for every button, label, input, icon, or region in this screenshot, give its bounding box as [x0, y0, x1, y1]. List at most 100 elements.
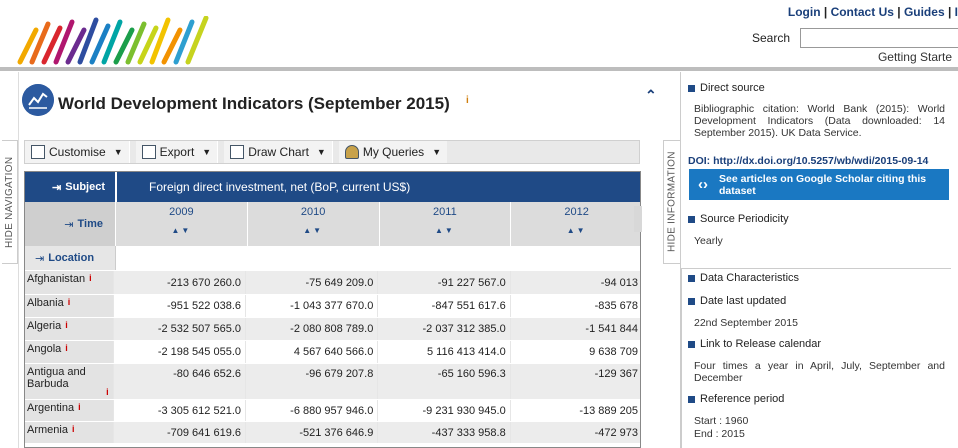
getting-started-link[interactable]: Getting Starte: [877, 50, 952, 64]
info-icon[interactable]: i: [106, 387, 109, 397]
scholar-icon: ‹›: [698, 176, 708, 193]
value-cell: -9 231 930 945.0: [377, 400, 510, 421]
location-label: Location: [48, 252, 95, 264]
table-row: Algeria i -2 532 507 565.0 -2 080 808 789…: [25, 317, 640, 340]
country-cell[interactable]: Antigua and Barbuda i: [25, 364, 113, 399]
doi-link[interactable]: DOI: http://dx.doi.org/10.5257/wb/wdi/20…: [688, 155, 929, 167]
country-cell[interactable]: Argentina i: [25, 400, 113, 421]
my-queries-button[interactable]: My Queries ▼: [338, 141, 448, 163]
release-calendar-value: Four times a year in April, July, Septem…: [694, 360, 945, 384]
draw-chart-label: Draw Chart: [248, 145, 309, 159]
location-header[interactable]: ⇥ Location: [25, 246, 115, 270]
reference-period-toggle[interactable]: Reference period: [688, 393, 784, 405]
more-link[interactable]: I: [954, 5, 958, 19]
data-characteristics-toggle[interactable]: Data Characteristics: [688, 272, 799, 284]
year-column-header[interactable]: 2010 ▲▼: [246, 202, 379, 246]
value-cell: -2 037 312 385.0: [377, 318, 510, 340]
info-icon[interactable]: i: [78, 402, 81, 412]
source-periodicity-label: Source Periodicity: [700, 213, 789, 225]
nav-divider: [18, 72, 19, 448]
direct-source-toggle[interactable]: Direct source: [688, 82, 765, 94]
sort-arrows-icon[interactable]: ▲▼: [171, 226, 192, 235]
data-characteristics-box: [681, 268, 951, 448]
year-header-row: 2009 ▲▼ 2010 ▲▼ 2011 ▲▼ 2012 ▲▼: [115, 202, 640, 246]
year-label: 2011: [433, 206, 457, 218]
country-name: Afghanistan: [27, 273, 86, 285]
time-label: Time: [77, 218, 103, 230]
chevron-down-icon: ▼: [113, 147, 123, 157]
country-name: Albania: [27, 297, 64, 309]
customise-label: Customise: [49, 145, 106, 159]
info-icon[interactable]: i: [65, 320, 68, 330]
country-cell[interactable]: Armenia i: [25, 422, 113, 443]
country-cell[interactable]: Afghanistan i: [25, 271, 113, 294]
info-icon[interactable]: i: [65, 343, 68, 353]
hide-information-label: HIDE INFORMATION: [666, 151, 678, 253]
chevron-down-icon: ▼: [432, 147, 442, 157]
guides-link[interactable]: Guides: [903, 5, 945, 19]
table-toolbar: Customise ▼ Export ▼ Draw Chart ▼ My Que…: [24, 140, 640, 164]
release-calendar-label: Link to Release calendar: [700, 338, 822, 350]
info-icon[interactable]: i: [67, 297, 71, 307]
hide-navigation-tab[interactable]: HIDE NAVIGATION: [2, 140, 18, 264]
reference-period-end: End : 2015: [694, 428, 745, 440]
value-cell: -437 333 958.8: [377, 422, 510, 443]
country-name: Algeria: [27, 320, 62, 332]
sort-arrows-icon[interactable]: ▲▼: [303, 226, 324, 235]
export-button[interactable]: Export ▼: [135, 141, 219, 163]
customise-button[interactable]: Customise ▼: [25, 141, 130, 163]
expand-icon: ⇥: [52, 181, 62, 194]
country-cell[interactable]: Algeria i: [25, 318, 113, 340]
date-last-updated-toggle[interactable]: Date last updated: [688, 295, 786, 307]
info-icon[interactable]: i: [71, 424, 75, 434]
site-logo[interactable]: [16, 16, 216, 66]
my-queries-label: My Queries: [362, 145, 425, 159]
contact-us-link[interactable]: Contact Us: [830, 5, 894, 19]
table-row: Angola i -2 198 545 055.0 4 567 640 566.0…: [25, 340, 640, 363]
table-row: Albania i -951 522 038.6 -1 043 377 670.0…: [25, 294, 640, 317]
value-cell: -80 646 652.6: [112, 364, 245, 399]
sort-arrows-icon[interactable]: ▲▼: [566, 226, 587, 235]
year-column-header[interactable]: 2012 ▲▼: [510, 202, 640, 246]
table-scrollbar[interactable]: [634, 206, 642, 232]
country-cell[interactable]: Albania i: [25, 295, 113, 317]
release-calendar-toggle[interactable]: Link to Release calendar: [688, 338, 821, 350]
time-header[interactable]: ⇥ Time: [25, 202, 115, 246]
year-label: 2012: [564, 206, 589, 218]
collapse-icon: [688, 297, 695, 305]
citation-text: Bibliographic citation: World Bank (2015…: [694, 103, 945, 139]
table-row: Afghanistan i -213 670 260.0 -75 649 209.…: [25, 270, 640, 294]
table-row: Argentina i -3 305 612 521.0 -6 880 957 9…: [25, 399, 640, 421]
info-icon[interactable]: i: [89, 273, 92, 283]
hide-information-tab[interactable]: HIDE INFORMATION: [663, 140, 680, 264]
sort-arrows-icon[interactable]: ▲▼: [434, 226, 455, 235]
subject-value[interactable]: Foreign direct investment, net (BoP, cur…: [115, 172, 640, 202]
subject-header[interactable]: ⇥ Subject: [25, 172, 115, 202]
value-cell: -2 198 545 055.0: [112, 341, 245, 363]
value-cell: -521 376 646.9: [245, 422, 378, 443]
value-cell: -6 880 957 946.0: [245, 400, 378, 421]
value-cell: -2 080 808 789.0: [245, 318, 378, 340]
value-cell: -709 641 619.6: [112, 422, 245, 443]
login-link[interactable]: Login: [787, 5, 821, 19]
country-name: Antigua and Barbuda: [27, 366, 86, 390]
draw-chart-button[interactable]: Draw Chart ▼: [224, 141, 333, 163]
info-divider: [680, 72, 681, 448]
year-column-header[interactable]: 2011 ▲▼: [378, 202, 511, 246]
value-cell: 9 638 709: [509, 341, 640, 363]
google-scholar-button[interactable]: ‹› See articles on Google Scholar citing…: [689, 169, 949, 200]
country-cell[interactable]: Angola i: [25, 341, 113, 363]
reference-period-start: Start : 1960: [694, 415, 749, 427]
chevron-down-icon: ▼: [316, 147, 326, 157]
chart-line-icon: [22, 84, 54, 116]
dataset-title: World Development Indicators (September …: [58, 94, 450, 113]
collapse-chevron-icon[interactable]: ⌃: [645, 87, 657, 103]
source-periodicity-toggle[interactable]: Source Periodicity: [688, 213, 789, 225]
date-last-updated-value: 22nd September 2015: [694, 317, 798, 329]
value-cell: -2 532 507 565.0: [112, 318, 245, 340]
subject-label: Subject: [65, 181, 105, 193]
search-input[interactable]: [800, 28, 958, 48]
year-column-header[interactable]: 2009 ▲▼: [115, 202, 247, 246]
value-cell: -65 160 596.3: [377, 364, 510, 399]
info-icon[interactable]: i: [466, 95, 469, 106]
